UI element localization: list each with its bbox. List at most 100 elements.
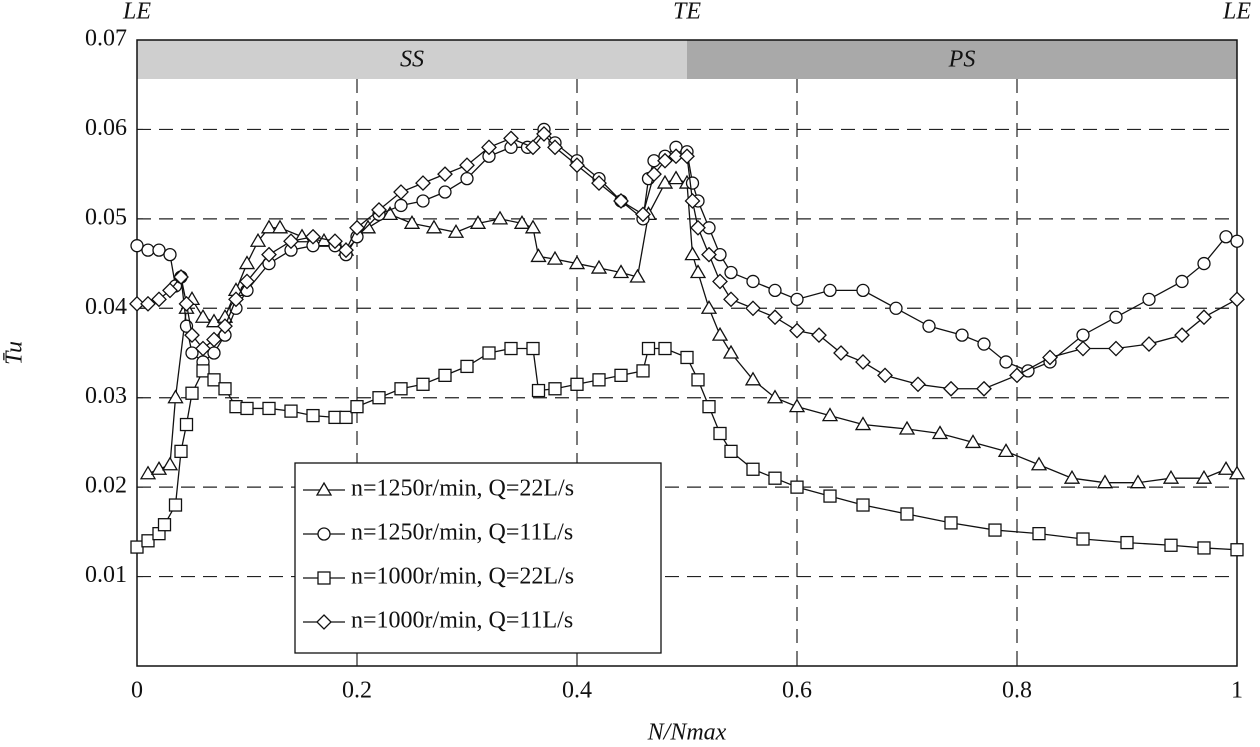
marker <box>823 489 837 503</box>
marker <box>139 465 157 480</box>
marker <box>1230 543 1244 557</box>
marker <box>1219 230 1233 244</box>
marker <box>768 471 782 485</box>
marker <box>185 386 199 400</box>
marker <box>944 516 958 530</box>
marker <box>438 185 452 199</box>
marker <box>713 426 727 441</box>
marker <box>679 148 695 165</box>
marker <box>976 380 992 397</box>
y-tick-label: 0.06 <box>85 115 127 141</box>
marker <box>525 139 541 156</box>
marker <box>746 274 760 289</box>
legend-label: n=1250r/min, Q=22L/s <box>351 476 574 502</box>
top-label: LE <box>122 0 151 25</box>
marker <box>305 228 321 245</box>
marker <box>790 480 804 494</box>
marker <box>766 389 784 404</box>
marker <box>855 354 871 370</box>
marker <box>641 341 656 356</box>
marker <box>668 148 684 165</box>
marker <box>152 243 166 257</box>
marker <box>328 410 342 425</box>
marker <box>130 540 144 554</box>
marker <box>690 219 706 236</box>
marker <box>922 319 936 333</box>
marker <box>1174 327 1190 344</box>
marker <box>205 313 223 328</box>
x-tick-label: 0.4 <box>562 678 592 704</box>
legend-box <box>294 462 662 654</box>
x-axis-label: N/Nmax <box>647 720 727 746</box>
marker <box>271 219 289 234</box>
marker <box>591 175 607 192</box>
marker <box>161 456 179 471</box>
marker <box>724 265 738 280</box>
marker <box>988 523 1002 537</box>
marker <box>1109 310 1123 324</box>
marker <box>469 215 487 229</box>
marker <box>658 341 672 356</box>
marker <box>163 247 177 262</box>
marker <box>701 246 717 263</box>
marker <box>745 300 761 317</box>
marker <box>1032 526 1046 541</box>
legend-marker <box>316 614 332 630</box>
marker <box>1228 465 1246 480</box>
marker <box>1217 460 1235 475</box>
marker <box>261 246 277 263</box>
marker <box>657 152 673 169</box>
marker <box>724 444 738 459</box>
marker <box>667 170 685 185</box>
marker <box>218 382 232 396</box>
marker <box>150 460 168 475</box>
marker <box>141 243 155 257</box>
marker <box>1075 340 1091 357</box>
marker <box>1108 340 1124 357</box>
marker <box>614 368 628 383</box>
marker <box>1197 256 1211 271</box>
marker <box>481 139 497 156</box>
marker <box>1175 274 1189 289</box>
marker <box>821 407 839 422</box>
marker <box>349 219 365 236</box>
marker <box>207 373 221 387</box>
marker <box>613 193 629 209</box>
marker <box>636 364 650 378</box>
x-tick-label: 0 <box>131 678 143 704</box>
marker <box>327 233 343 250</box>
marker <box>1030 456 1048 471</box>
series-line <box>137 132 1238 390</box>
marker <box>1142 292 1156 306</box>
marker <box>140 295 156 312</box>
marker <box>1229 291 1245 308</box>
marker <box>746 462 760 476</box>
marker <box>711 326 729 341</box>
marker <box>722 344 740 359</box>
marker <box>712 273 728 290</box>
marker <box>964 434 982 449</box>
marker <box>339 410 353 425</box>
x-tick-label: 0.2 <box>342 678 372 704</box>
marker <box>1162 469 1180 484</box>
marker <box>491 210 509 225</box>
marker <box>1120 535 1134 550</box>
marker <box>217 318 233 335</box>
marker <box>943 380 959 397</box>
marker <box>689 264 707 279</box>
marker <box>531 383 546 398</box>
marker <box>898 420 916 435</box>
marker <box>416 377 430 391</box>
marker <box>629 268 646 283</box>
marker <box>206 331 222 348</box>
marker <box>790 292 804 306</box>
marker <box>1042 349 1058 366</box>
marker <box>547 139 563 156</box>
y-tick-label: 0.03 <box>85 383 127 409</box>
series-line <box>136 128 1238 372</box>
top-label: LE <box>1222 0 1251 25</box>
marker <box>262 401 276 416</box>
marker <box>238 255 256 270</box>
marker <box>1076 328 1090 342</box>
marker <box>823 283 837 298</box>
